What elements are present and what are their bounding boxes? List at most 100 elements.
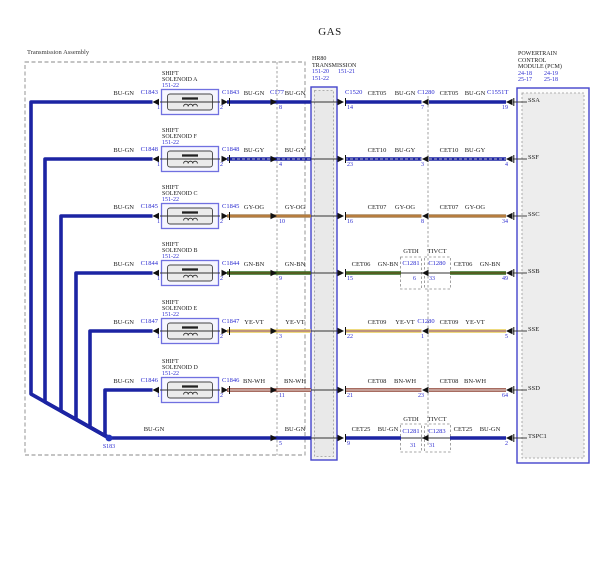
wire-label: GY-OG bbox=[464, 204, 486, 211]
solenoid-b-page-link[interactable]: 151-22 bbox=[162, 254, 179, 260]
signal-label: SSD bbox=[528, 385, 540, 392]
connector-label[interactable]: C1844 bbox=[222, 260, 240, 267]
solenoid-e-page-link[interactable]: 151-22 bbox=[162, 312, 179, 318]
connector-label[interactable]: C1846 bbox=[222, 377, 240, 384]
connector-label[interactable]: C1847 bbox=[222, 318, 240, 325]
wire-label: GY-OG bbox=[394, 204, 416, 211]
pcm-page-link-2[interactable]: 24-19 bbox=[544, 70, 558, 77]
wire-label: YE-VT bbox=[285, 319, 305, 326]
connector-label[interactable]: C1848 bbox=[222, 146, 240, 153]
connector-label[interactable]: C1848 bbox=[140, 146, 158, 153]
solenoid-b-header1: SHIFT bbox=[162, 242, 179, 248]
pin-number: 23 bbox=[347, 161, 353, 168]
pin-number: 9 bbox=[279, 275, 282, 282]
wire-label: BN-WH bbox=[242, 378, 266, 385]
wire-label: BU-GN bbox=[394, 90, 416, 97]
pin-number: 8 bbox=[421, 218, 424, 225]
connector-label[interactable]: C1843 bbox=[222, 89, 240, 96]
pin-number: 6 bbox=[413, 276, 416, 282]
pin-number: 16 bbox=[347, 218, 353, 225]
pin-number: 8 bbox=[279, 104, 282, 111]
circuit-label: CET25 bbox=[351, 426, 371, 433]
signal-label: SSA bbox=[528, 97, 540, 104]
circuit-label: CET08 bbox=[367, 378, 387, 385]
connector-label[interactable]: C1847 bbox=[140, 318, 158, 325]
solenoid-d-header1: SHIFT bbox=[162, 359, 179, 365]
transmission-assembly-box bbox=[24, 61, 306, 456]
wire-label: BU-GN bbox=[113, 261, 134, 268]
circuit-label: CET10 bbox=[367, 147, 387, 154]
pin-number: 21 bbox=[347, 392, 353, 399]
hr80-page-link-3[interactable]: 151-22 bbox=[312, 75, 329, 82]
connector-label[interactable]: C1280 bbox=[428, 260, 446, 267]
connector-label[interactable]: C1551T bbox=[487, 89, 509, 96]
wire-label: BN-WH bbox=[283, 378, 307, 385]
pin-number: 2 bbox=[220, 275, 223, 282]
pcm-page-link-4[interactable]: 25-18 bbox=[544, 77, 558, 83]
wire-label: GY-OG bbox=[243, 204, 265, 211]
hr80-name-line1: HR80 bbox=[312, 56, 327, 62]
pin-number: 1 bbox=[421, 333, 424, 340]
solenoid-symbols bbox=[160, 88, 220, 404]
connector-label[interactable]: C1281 bbox=[402, 260, 420, 267]
solenoid-c-page-link[interactable]: 151-22 bbox=[162, 197, 179, 203]
pin-number: 1 bbox=[157, 333, 160, 340]
pin-number: 2 bbox=[505, 440, 508, 447]
connector-label[interactable]: C1280 bbox=[417, 89, 435, 96]
signal-label: SSE bbox=[528, 326, 540, 333]
solenoid-e-header1: SHIFT bbox=[162, 300, 179, 306]
pcm-name-line2: CONTROL bbox=[518, 57, 547, 64]
wire-label: YE-VT bbox=[395, 319, 415, 326]
connector-label[interactable]: C1283 bbox=[428, 428, 446, 435]
pin-number: 64 bbox=[502, 392, 508, 399]
solenoid-f-page-link[interactable]: 151-22 bbox=[162, 140, 179, 146]
wire-label: BN-WH bbox=[393, 378, 417, 385]
hr80-page-link-1[interactable]: 151-20 bbox=[312, 69, 329, 75]
gtdi-variant-label: GTDI bbox=[403, 248, 419, 255]
pin-number: 23 bbox=[418, 392, 424, 399]
pcm-page-link-1[interactable]: 24-18 bbox=[518, 70, 532, 77]
connector-ticks bbox=[229, 98, 515, 442]
tivct-variant-label: TIVCT bbox=[427, 248, 447, 255]
connector-label[interactable]: C1520 bbox=[345, 89, 363, 96]
connector-label[interactable]: C1280 bbox=[417, 318, 435, 325]
pin-number: 4 bbox=[505, 161, 508, 168]
solenoid-f-header2: SOLENOID F bbox=[162, 134, 197, 140]
gtdi-variant-label: GTDI bbox=[403, 416, 419, 423]
solenoid-a-header2: SOLENOID A bbox=[162, 77, 198, 83]
pin-number: 5 bbox=[279, 440, 282, 447]
pin-number: 15 bbox=[347, 275, 353, 282]
wire-label: YE-VT bbox=[465, 319, 485, 326]
connector-label[interactable]: C1281 bbox=[402, 428, 420, 435]
pcm-page-link-3[interactable]: 25-17 bbox=[518, 77, 532, 83]
solenoid-a-page-link[interactable]: 151-22 bbox=[162, 83, 179, 89]
pcm-name-line1: POWERTRAIN bbox=[518, 51, 557, 57]
connector-label[interactable]: C1845 bbox=[222, 203, 240, 210]
wire-label: BU-GN bbox=[113, 204, 134, 211]
wire-label: GN-BN bbox=[284, 261, 306, 268]
circuit-label: CET06 bbox=[351, 261, 371, 268]
circuit-label: CET05 bbox=[367, 90, 387, 97]
circuit-label: CET08 bbox=[439, 378, 459, 385]
solenoid-d-page-link[interactable]: 151-22 bbox=[162, 371, 179, 377]
wire-label: BU-GN bbox=[143, 426, 165, 433]
connector-label[interactable]: C1844 bbox=[140, 260, 158, 267]
hr80-page-link-2[interactable]: 151-21 bbox=[338, 69, 355, 75]
connector-arrows bbox=[152, 98, 513, 442]
c177-connector-label[interactable]: C177 bbox=[269, 89, 285, 96]
solenoid-e-header2: SOLENOID E bbox=[162, 306, 198, 312]
solenoid-b-header2: SOLENOID B bbox=[162, 248, 198, 254]
pin-number: 1 bbox=[157, 104, 160, 111]
signal-label: SSC bbox=[528, 211, 540, 218]
connector-label[interactable]: C1843 bbox=[140, 89, 158, 96]
wire-label: BU-GY bbox=[464, 147, 486, 154]
wire-label: BU-GN bbox=[113, 319, 134, 326]
splice-label[interactable]: S183 bbox=[102, 444, 116, 450]
connector-label[interactable]: C1846 bbox=[140, 377, 158, 384]
wire-label: BU-GN bbox=[464, 90, 486, 97]
wire-label: BU-GN bbox=[479, 426, 501, 433]
solenoid-d-header2: SOLENOID D bbox=[162, 365, 198, 371]
connector-label[interactable]: C1845 bbox=[140, 203, 158, 210]
